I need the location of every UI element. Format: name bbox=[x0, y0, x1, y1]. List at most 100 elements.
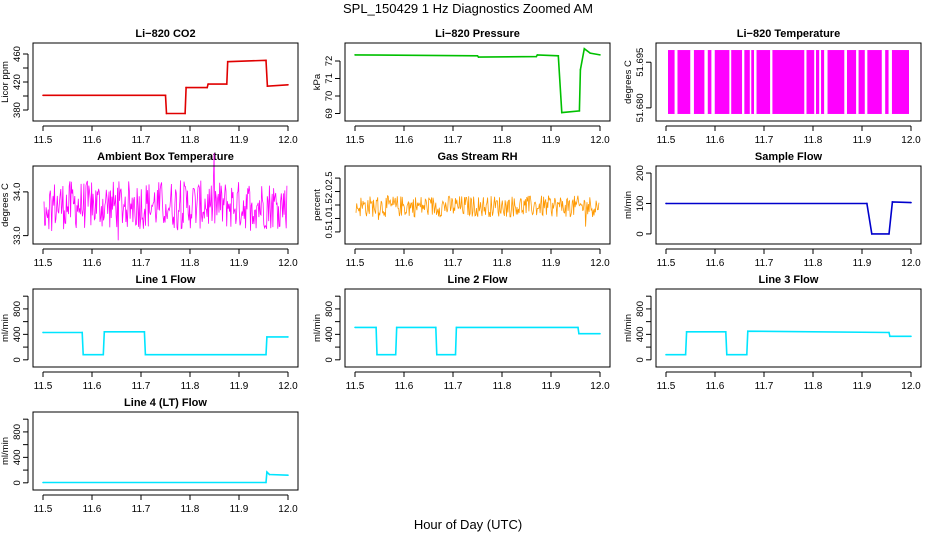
y-tick-label: 1.0 bbox=[324, 212, 335, 225]
x-tick-label: 11.6 bbox=[83, 135, 102, 146]
figure-title: SPL_150429 1 Hz Diagnostics Zoomed AM bbox=[342, 1, 594, 16]
x-tick-label: 11.7 bbox=[132, 504, 151, 515]
x-tick-label: 11.9 bbox=[542, 135, 561, 146]
y-tick-label: 0 bbox=[12, 357, 23, 362]
y-axis-label: percent bbox=[312, 189, 323, 221]
data-point bbox=[266, 471, 268, 473]
y-tick-label: 0 bbox=[12, 480, 23, 485]
x-tick-label: 11.6 bbox=[83, 381, 102, 392]
data-point bbox=[102, 353, 105, 356]
band-gap bbox=[844, 50, 847, 114]
data-point bbox=[375, 326, 377, 329]
y-tick-label: 400 bbox=[12, 449, 23, 465]
x-tick-label: 11.7 bbox=[132, 258, 151, 269]
y-tick-label: 800 bbox=[324, 301, 335, 317]
y-tick-label: 51.680 bbox=[635, 93, 646, 122]
x-tick-label: 11.5 bbox=[346, 381, 365, 392]
data-point bbox=[560, 111, 563, 114]
data-point bbox=[165, 112, 168, 115]
panel-title: Line 1 Flow bbox=[136, 274, 196, 286]
series-7 bbox=[42, 330, 289, 356]
band-gap bbox=[690, 50, 694, 114]
data-point bbox=[184, 112, 186, 115]
data-point bbox=[866, 202, 868, 205]
data-point bbox=[578, 110, 581, 112]
data-point bbox=[889, 335, 891, 338]
data-point bbox=[42, 94, 44, 97]
x-tick-label: 11.5 bbox=[34, 504, 53, 515]
y-tick-label: 2.0 bbox=[324, 185, 335, 198]
x-tick-label: 11.7 bbox=[132, 381, 151, 392]
y-axis-label: ml/min bbox=[623, 314, 634, 342]
x-tick-label: 12.0 bbox=[901, 135, 921, 146]
x-axis-title: Hour of Day (UTC) bbox=[413, 517, 523, 532]
x-axis: 11.5 11.6 11.7 11.8 11.9 12.0 bbox=[657, 248, 921, 269]
data-point bbox=[747, 330, 749, 332]
plot-frame bbox=[32, 165, 299, 245]
y-axis-label: ml/min bbox=[623, 191, 634, 219]
x-tick-label: 11.8 bbox=[804, 381, 823, 392]
data-point bbox=[103, 331, 106, 333]
band-gap bbox=[742, 50, 745, 114]
series-9 bbox=[665, 330, 912, 356]
data-point bbox=[665, 353, 667, 356]
data-point bbox=[579, 68, 582, 71]
data-point bbox=[225, 83, 228, 85]
x-tick-label: 11.8 bbox=[804, 135, 823, 146]
y-tick-label: 800 bbox=[635, 301, 646, 317]
data-point bbox=[42, 331, 44, 334]
data-point bbox=[266, 336, 268, 338]
data-point bbox=[207, 83, 209, 85]
data-point bbox=[724, 331, 727, 333]
x-tick-label: 11.6 bbox=[706, 135, 725, 146]
series-line bbox=[666, 201, 912, 235]
panel-2: Li−820 Pressure 11.5 11.6 11.7 11.8 11.9 12.0 6… bbox=[312, 28, 611, 146]
y-tick-label: 1.5 bbox=[324, 198, 335, 211]
x-tick-label: 11.9 bbox=[542, 258, 561, 269]
data-point bbox=[910, 335, 912, 338]
y-tick-label: 380 bbox=[12, 102, 23, 118]
data-point bbox=[354, 326, 356, 329]
series-line bbox=[355, 326, 600, 356]
data-point bbox=[910, 201, 912, 204]
x-tick-label: 11.6 bbox=[395, 258, 414, 269]
plot-frame bbox=[655, 42, 922, 122]
panel-6: Sample Flow 11.5 11.6 11.7 11.8 11.9 12.0 0 100 2… bbox=[623, 151, 922, 269]
series-5 bbox=[355, 194, 600, 227]
panel-title: Line 2 Flow bbox=[448, 274, 508, 286]
x-tick-label: 11.9 bbox=[853, 258, 872, 269]
x-tick-label: 12.0 bbox=[278, 135, 298, 146]
x-tick-label: 11.6 bbox=[83, 504, 102, 515]
panel-1: Li−820 CO2 11.5 11.6 11.7 11.8 11.9 12.0 380 420… bbox=[0, 28, 299, 146]
x-tick-label: 11.9 bbox=[230, 504, 249, 515]
panel-title: Li−820 Temperature bbox=[737, 28, 840, 40]
data-point bbox=[577, 326, 579, 329]
x-tick-label: 11.5 bbox=[657, 381, 676, 392]
x-tick-label: 11.9 bbox=[542, 381, 561, 392]
data-point bbox=[287, 336, 289, 338]
panel-title: Ambient Box Temperature bbox=[97, 151, 234, 163]
series-2 bbox=[354, 47, 601, 114]
x-tick-label: 11.7 bbox=[755, 258, 774, 269]
x-tick-label: 11.5 bbox=[34, 135, 53, 146]
band-gap bbox=[674, 50, 678, 114]
x-tick-label: 12.0 bbox=[901, 381, 921, 392]
y-tick-label: 33.0 bbox=[12, 226, 23, 245]
band-gap bbox=[729, 50, 732, 114]
band-gap bbox=[804, 50, 807, 114]
data-point bbox=[354, 54, 356, 56]
x-tick-label: 11.7 bbox=[755, 381, 774, 392]
series-3 bbox=[668, 50, 909, 114]
data-point bbox=[268, 473, 271, 476]
panel-8: Line 2 Flow 11.5 11.6 11.7 11.8 11.9 12.0 0 400 8… bbox=[312, 274, 611, 392]
y-tick-label: 800 bbox=[12, 424, 23, 440]
x-tick-label: 11.7 bbox=[444, 381, 463, 392]
x-tick-label: 11.6 bbox=[706, 258, 725, 269]
data-point bbox=[888, 331, 890, 334]
data-point bbox=[287, 84, 289, 86]
y-axis-label: ml/min bbox=[312, 314, 323, 342]
x-tick-label: 11.9 bbox=[230, 381, 249, 392]
